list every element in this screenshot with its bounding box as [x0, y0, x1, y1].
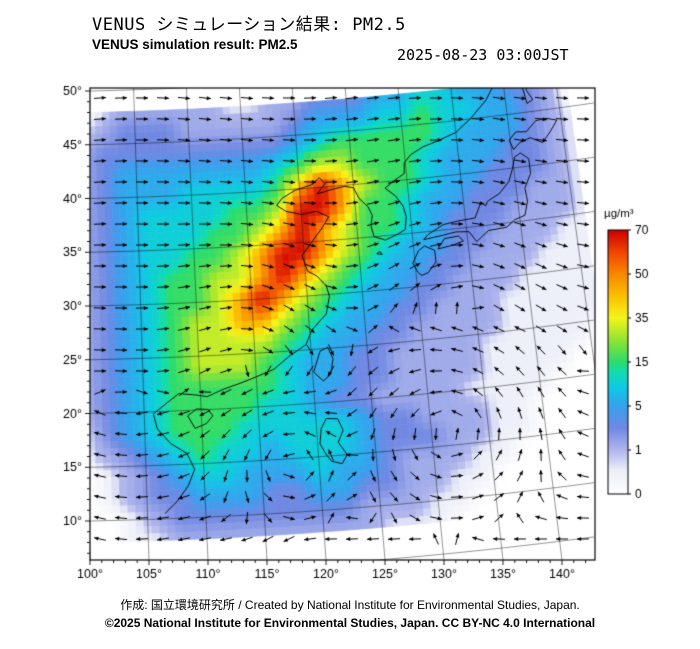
credit-line: 作成: 国立環境研究所 / Created by National Instit… [120, 598, 580, 612]
page-title-english: VENUS simulation result: PM2.5 [92, 37, 298, 52]
license-line: ©2025 National Institute for Environment… [104, 616, 596, 630]
simulation-timestamp: 2025-08-23 03:00JST [397, 46, 569, 64]
page-title-japanese: VENUS シミュレーション結果: PM2.5 [92, 15, 406, 35]
